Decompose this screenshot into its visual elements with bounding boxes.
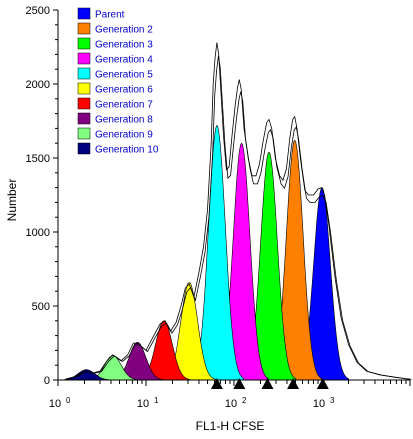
y-tick-label: 2500 [26, 5, 50, 17]
y-tick-label: 1000 [26, 227, 50, 239]
y-tick-label: 2000 [26, 79, 50, 91]
legend-swatch [77, 142, 91, 155]
x-tick-label: 10 [225, 398, 237, 410]
y-tick-label: 0 [44, 375, 50, 387]
legend-label: Generation 7 [95, 100, 153, 111]
legend-label: Generation 4 [95, 55, 153, 66]
gate-marker [210, 378, 223, 389]
legend-label: Parent [95, 10, 125, 21]
gate-marker [287, 378, 300, 389]
legend-swatch [77, 67, 91, 80]
x-tick-exponent: 1 [154, 396, 159, 405]
legend-swatch [77, 112, 91, 125]
x-tick-exponent: 2 [242, 396, 247, 405]
gate-markers [210, 378, 329, 389]
legend-swatch [77, 97, 91, 110]
legend-label: Generation 2 [95, 25, 153, 36]
legend-swatch [77, 22, 91, 35]
legend-label: Generation 6 [95, 85, 153, 96]
legend-swatch [77, 52, 91, 65]
gate-marker [261, 378, 274, 389]
legend-label: Generation 8 [95, 115, 153, 126]
legend: Parent Generation 2 Generation 3 Generation… [77, 7, 159, 156]
legend-label: Generation 9 [95, 130, 153, 141]
gate-marker [233, 378, 246, 389]
y-tick-label: 1500 [26, 153, 50, 165]
legend-label: Generation 5 [95, 70, 153, 81]
legend-swatch [77, 127, 91, 140]
raw-histogram-line-2 [66, 56, 412, 380]
x-tick-exponent: 3 [330, 396, 335, 405]
legend-label: Generation 10 [95, 145, 159, 156]
raw-histogram-line-1 [64, 42, 411, 380]
x-tick-label: 10 [313, 398, 325, 410]
y-tick-label: 500 [32, 301, 50, 313]
generation-areas [59, 124, 350, 381]
y-axis-title: Number [5, 179, 19, 222]
x-tick-label: 10 [137, 398, 149, 410]
legend-swatch [77, 7, 91, 20]
x-tick-label: 10 [49, 398, 61, 410]
x-tick-exponent: 0 [66, 396, 71, 405]
axes: 0 500 1000 1500 2000 2500 10 0 10 1 10 2 10 3 [26, 5, 411, 410]
legend-swatch [77, 37, 91, 50]
legend-swatch [77, 82, 91, 95]
x-axis-title: FL1-H CFSE [196, 419, 265, 433]
raw-histogram-lines [64, 42, 412, 380]
legend-label: Generation 3 [95, 40, 153, 51]
gate-marker [316, 378, 329, 389]
